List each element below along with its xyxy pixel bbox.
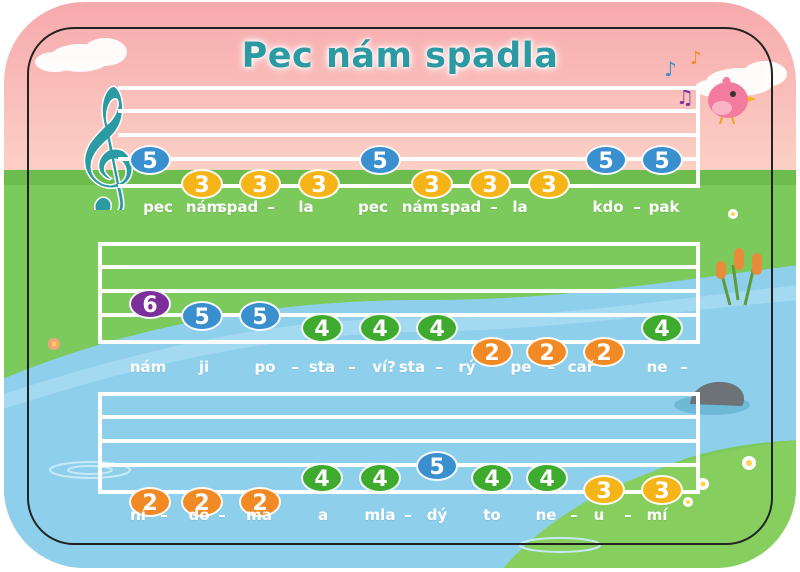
lyric-syllable: – [570, 506, 578, 524]
treble-clef-icon: 𝄞 [71, 83, 139, 211]
note-2: 2 [239, 487, 281, 517]
lyric-syllable: – [218, 506, 226, 524]
note-4: 4 [641, 313, 683, 343]
lyric-syllable: – [160, 506, 168, 524]
note-3: 3 [181, 169, 223, 199]
lyric-syllable: rý [458, 358, 476, 376]
note-5: 5 [585, 145, 627, 175]
cloud-icon [35, 38, 127, 72]
lyric-syllable: nám [185, 198, 223, 216]
note-4: 4 [526, 463, 568, 493]
note-5: 5 [416, 451, 458, 481]
bird-icon [708, 76, 756, 125]
note-2: 2 [526, 337, 568, 367]
lyric-syllable: ne [646, 358, 668, 376]
note-4: 4 [359, 463, 401, 493]
lyric-syllable: kdo [592, 198, 624, 216]
staff-row-1 [118, 86, 700, 188]
note-2: 2 [471, 337, 513, 367]
lyric-syllable: la [298, 198, 314, 216]
lyric-syllable: do [188, 506, 210, 524]
note-3: 3 [528, 169, 570, 199]
lyric-syllable: – [404, 506, 412, 524]
lyric-syllable: sta [398, 358, 426, 376]
staff-row-3 [98, 392, 700, 494]
note-5: 5 [641, 145, 683, 175]
lyric-syllable: to [483, 506, 501, 524]
lyric-syllable: dý [426, 506, 448, 524]
flower-icon [48, 209, 756, 507]
lyric-syllable: spad [440, 198, 482, 216]
lyric-syllable: mí [646, 506, 668, 524]
lyric-syllable: la [512, 198, 528, 216]
svg-text:♫: ♫ [676, 85, 694, 109]
staff-row-2 [98, 242, 700, 344]
note-3: 3 [583, 475, 625, 505]
lyric-syllable: pec [358, 198, 388, 216]
note-3: 3 [239, 169, 281, 199]
lyric-syllable: – [624, 506, 632, 524]
lyric-syllable: – [490, 198, 498, 216]
note-2: 2 [129, 487, 171, 517]
lyric-syllable: ji [198, 358, 210, 376]
note-2: 2 [181, 487, 223, 517]
lyric-syllable: spad [217, 198, 259, 216]
lyric-syllable: pak [648, 198, 680, 216]
lyric-syllable: – [267, 198, 275, 216]
lyric-syllable: ne [535, 506, 557, 524]
note-5: 5 [359, 145, 401, 175]
lyric-syllable: nám [401, 198, 439, 216]
note-5: 5 [181, 301, 223, 331]
lyric-syllable: – [680, 358, 688, 376]
lyric-syllable: u [593, 506, 605, 524]
note-4: 4 [359, 313, 401, 343]
lyric-syllable: nám [129, 358, 167, 376]
lyric-syllable: – [633, 198, 641, 216]
note-4: 4 [471, 463, 513, 493]
lyric-syllable: pe [510, 358, 532, 376]
lyric-syllable: ma [246, 506, 272, 524]
lyric-syllable: – [348, 358, 356, 376]
note-3: 3 [641, 475, 683, 505]
lyric-syllable: – [547, 358, 555, 376]
lyric-syllable: mla [364, 506, 396, 524]
note-5: 5 [239, 301, 281, 331]
note-4: 4 [301, 313, 343, 343]
page-title: Pec nám spadla [241, 36, 559, 76]
svg-text:𝄞: 𝄞 [72, 84, 137, 210]
note-4: 4 [416, 313, 458, 343]
svg-text:♪: ♪ [690, 48, 702, 69]
cattail-icon [716, 248, 762, 306]
note-4: 4 [301, 463, 343, 493]
note-2: 2 [583, 337, 625, 367]
lyric-syllable: a [317, 506, 329, 524]
lyric-syllable: – [291, 358, 299, 376]
music-note-icon: ♪ ♪ ♫ [664, 48, 702, 109]
lyric-syllable: cař [567, 358, 595, 376]
svg-text:♪: ♪ [664, 57, 677, 81]
note-3: 3 [298, 169, 340, 199]
note-3: 3 [469, 169, 511, 199]
lyric-syllable: ní [130, 506, 146, 524]
lyric-syllable: sta [308, 358, 336, 376]
lyric-syllable: pec [143, 198, 173, 216]
lyric-syllable: – [435, 358, 443, 376]
note-3: 3 [411, 169, 453, 199]
note-6: 6 [129, 289, 171, 319]
rock-icon [674, 381, 750, 415]
lyric-syllable: po [254, 358, 276, 376]
note-5: 5 [129, 145, 171, 175]
lyric-syllable: ví? [372, 358, 396, 376]
